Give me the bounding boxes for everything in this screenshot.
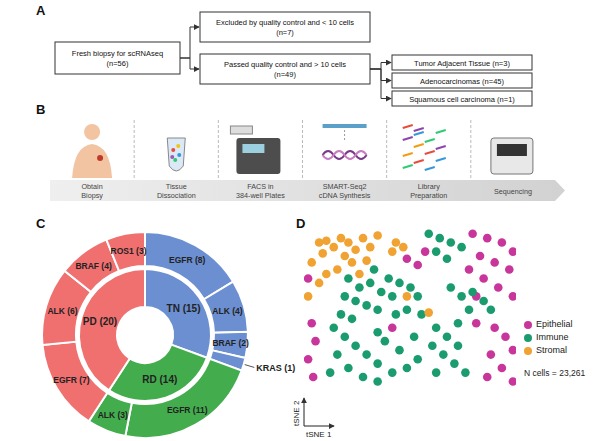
- svg-text:Squamous cell carcinoma (n=1): Squamous cell carcinoma (n=1): [409, 95, 515, 104]
- svg-text:RD (14): RD (14): [142, 374, 177, 385]
- svg-text:Biopsy: Biopsy: [81, 191, 103, 200]
- svg-text:D: D: [296, 216, 305, 231]
- svg-text:tSNE 1: tSNE 1: [306, 430, 332, 439]
- svg-text:(n=7): (n=7): [276, 28, 294, 37]
- svg-text:ALK (4): ALK (4): [212, 306, 242, 316]
- svg-text:A: A: [36, 3, 46, 18]
- svg-text:Excluded by quality control an: Excluded by quality control and < 10 cel…: [216, 18, 354, 27]
- svg-text:Tumor Adjacent Tissue (n=3): Tumor Adjacent Tissue (n=3): [414, 59, 510, 68]
- svg-text:Dissociation: Dissociation: [157, 191, 196, 200]
- svg-text:Sequencing: Sequencing: [494, 187, 532, 196]
- html-text:Epithelial: Epithelial: [536, 319, 573, 329]
- svg-text:EGFR (11): EGFR (11): [167, 405, 208, 415]
- svg-text:(n=49): (n=49): [274, 70, 296, 79]
- svg-text:EGFR (8): EGFR (8): [169, 255, 206, 265]
- svg-text:C: C: [36, 216, 46, 231]
- svg-text:cDNA Synthesis: cDNA Synthesis: [319, 191, 371, 200]
- svg-text:Passed quality control and > 1: Passed quality control and > 10 cells: [224, 60, 346, 69]
- svg-text:B: B: [36, 102, 45, 117]
- html-text:N cells = 23,261: N cells = 23,261: [524, 368, 586, 378]
- html-text:Stromal: Stromal: [536, 345, 567, 355]
- svg-text:Tissue: Tissue: [165, 182, 187, 192]
- svg-text:tSNE 2: tSNE 2: [292, 400, 301, 426]
- svg-text:384-well Plates: 384-well Plates: [236, 191, 285, 200]
- svg-text:BRAF (4): BRAF (4): [75, 261, 112, 271]
- svg-text:BRAF (2): BRAF (2): [212, 338, 249, 348]
- svg-text:ALK (6): ALK (6): [47, 306, 77, 316]
- svg-text:ALK (3): ALK (3): [98, 410, 128, 420]
- svg-text:Fresh biopsy for scRNAseq: Fresh biopsy for scRNAseq: [72, 49, 163, 58]
- svg-text:EGFR (7): EGFR (7): [53, 375, 90, 385]
- svg-text:Preparation: Preparation: [410, 191, 447, 200]
- svg-text:SMART-Seq2: SMART-Seq2: [322, 182, 367, 192]
- svg-text:(n=56): (n=56): [107, 59, 129, 68]
- svg-text:TN (15): TN (15): [167, 303, 201, 314]
- html-text:Immune: Immune: [536, 332, 569, 342]
- svg-text:FACS in: FACS in: [247, 182, 274, 192]
- svg-text:Library: Library: [417, 182, 440, 192]
- svg-text:KRAS (1): KRAS (1): [256, 363, 295, 373]
- svg-text:ROS1 (3): ROS1 (3): [111, 246, 147, 256]
- svg-text:Adenocarcinomas (n=45): Adenocarcinomas (n=45): [420, 77, 505, 86]
- svg-text:PD (20): PD (20): [83, 316, 117, 327]
- svg-text:Obtain: Obtain: [81, 182, 103, 192]
